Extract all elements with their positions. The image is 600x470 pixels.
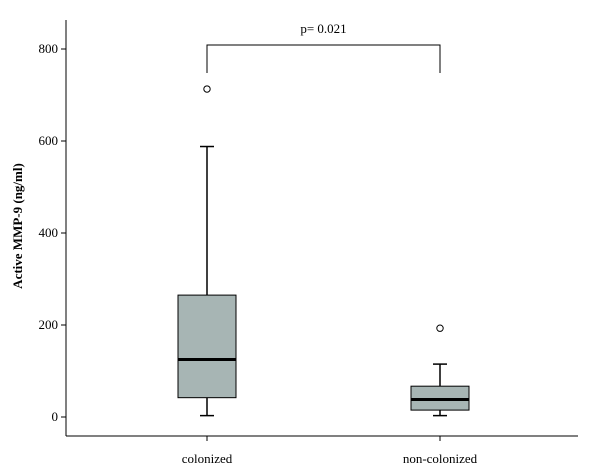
y-tick-label: 600 [39,133,59,148]
box-group-non-colonized [410,324,470,417]
y-tick-label: 800 [39,41,59,56]
outlier-point [436,324,444,332]
box-group-colonized [177,85,237,417]
x-tick-label: colonized [182,451,233,466]
significance-bracket [206,44,441,73]
y-tick-label: 400 [39,225,59,240]
y-tick-label: 0 [52,409,59,424]
y-tick-label: 200 [39,317,59,332]
outlier-point [203,85,211,93]
p-value-label: p= 0.021 [300,21,346,36]
x-tick-label: non-colonized [403,451,478,466]
iqr-box [177,294,237,399]
y-axis-title: Active MMP-9 (ng/ml) [10,163,25,289]
